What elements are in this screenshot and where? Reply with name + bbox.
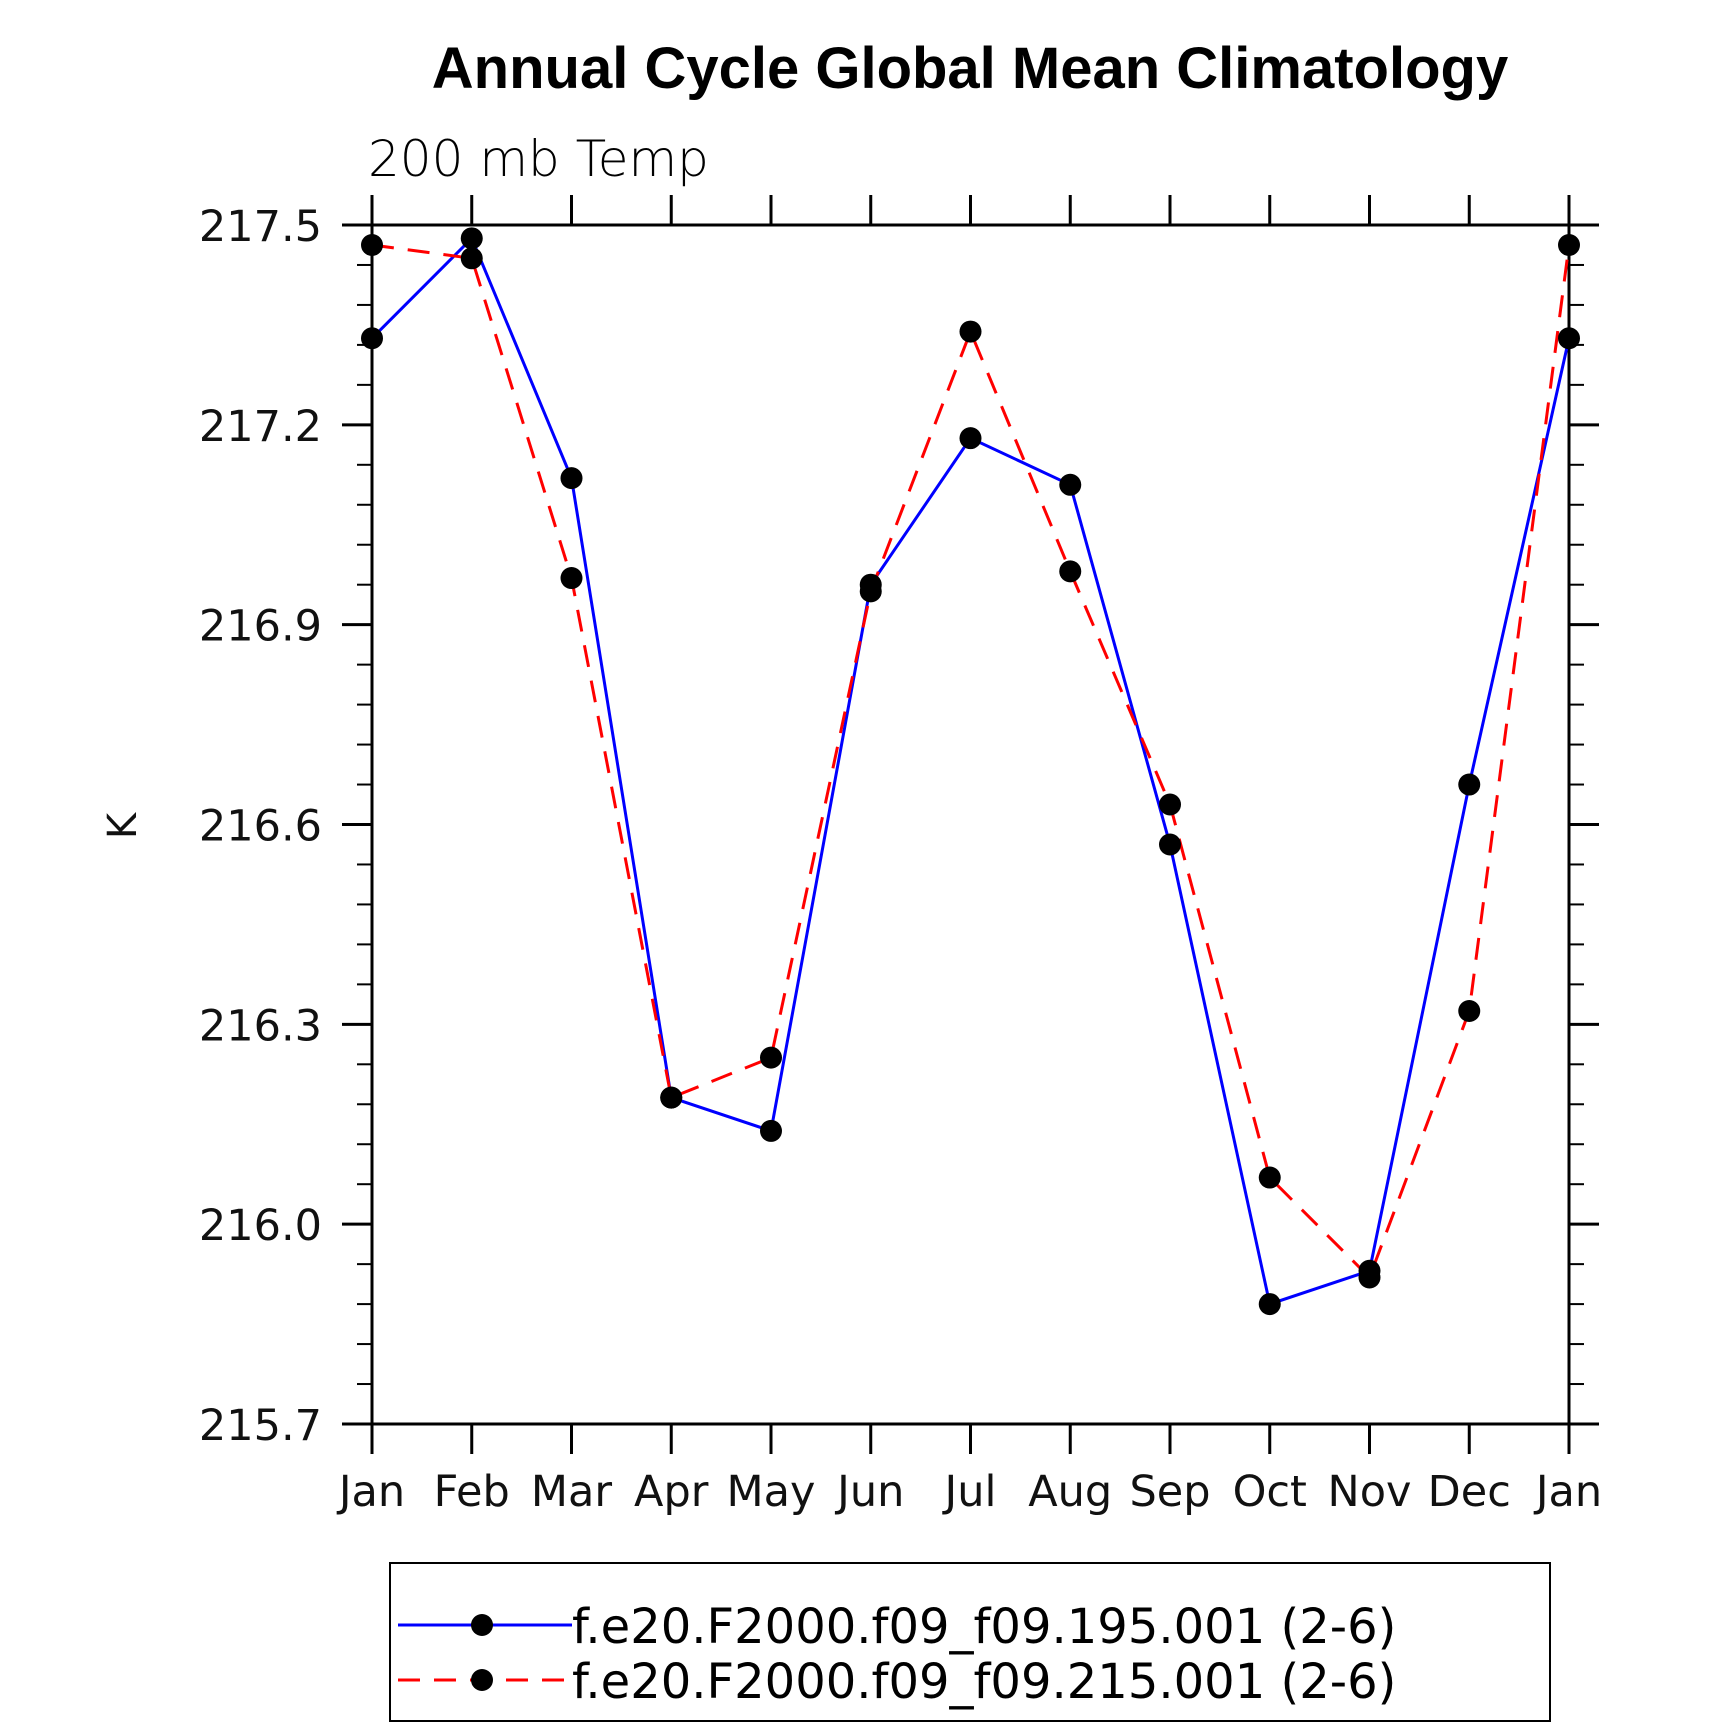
series-2-point: [959, 320, 982, 343]
x-tick-label: Feb: [434, 1467, 510, 1517]
y-tick-label: 217.2: [199, 402, 322, 452]
legend-marker-1: [471, 1614, 493, 1636]
y-tick-label: 217.5: [199, 202, 322, 252]
y-tick-label: 216.6: [199, 802, 322, 852]
legend-label-1: f.e20.F2000.f09_f09.195.001 (2-6): [572, 1599, 1396, 1655]
series-1-point: [1258, 1293, 1281, 1316]
plot-frame: [370, 223, 1571, 1426]
axes: 215.7 216.0 216.3 216.6 216.9 217.2 217.5 Jan Fe…: [199, 195, 1602, 1517]
chart-subtitle: 200 mb Temp: [368, 130, 709, 188]
series-line-2: [371, 243, 1571, 1281]
series-1-point: [1458, 773, 1481, 796]
x-tick-label: Jun: [834, 1467, 904, 1517]
series-group: [361, 227, 1580, 1316]
y-tick-label: 216.0: [199, 1201, 322, 1251]
x-tick-label: Nov: [1328, 1467, 1412, 1517]
y-tick-label: 216.3: [199, 1001, 322, 1051]
series-1-point: [760, 1119, 782, 1142]
series-2-point: [460, 247, 483, 270]
series-1-point: [959, 427, 982, 450]
x-tick-label: Sep: [1129, 1467, 1210, 1517]
x-tick-label: Aug: [1028, 1467, 1112, 1517]
x-tick-label: Oct: [1233, 1467, 1307, 1517]
series-1-point: [560, 467, 583, 490]
series-line-1: [370, 235, 1571, 1307]
series-1-point: [460, 227, 483, 250]
series-1-point: [361, 327, 383, 350]
y-tick-label: 216.9: [199, 602, 322, 652]
legend-label-2: f.e20.F2000.f09_f09.215.001 (2-6): [572, 1654, 1396, 1710]
legend-box: [389, 1562, 1551, 1722]
series-2-point: [1159, 793, 1181, 816]
series-2-point: [1358, 1266, 1381, 1289]
legend-marker-2: [471, 1669, 493, 1691]
y-axis-label: K: [100, 811, 146, 839]
x-tick-label: Apr: [634, 1467, 709, 1517]
series-1-point: [1558, 327, 1580, 350]
series-2-point: [660, 1086, 683, 1109]
series-2-point: [1558, 233, 1580, 256]
legend: f.e20.F2000.f09_f09.195.001 (2-6)f.e20.F…: [398, 1599, 1396, 1710]
chart-title: Annual Cycle Global Mean Climatology: [432, 36, 1508, 101]
x-tick-label: Dec: [1428, 1467, 1511, 1517]
series-2-point: [361, 233, 383, 256]
series-2-point: [560, 567, 583, 590]
x-tick-label: Mar: [531, 1467, 612, 1517]
series-2-point: [859, 580, 882, 603]
series-2-point: [1258, 1166, 1281, 1189]
x-tick-label: Jul: [942, 1467, 997, 1517]
x-tick-label: Jan: [1533, 1467, 1602, 1517]
series-1-point: [1059, 473, 1082, 496]
plot-area: [370, 223, 1571, 1426]
series-2-point: [760, 1046, 782, 1069]
series-1-point: [1159, 833, 1181, 856]
series-2-point: [1059, 560, 1082, 583]
x-tick-label: May: [727, 1467, 816, 1517]
x-tick-label: Jan: [336, 1467, 405, 1517]
series-2-point: [1458, 1000, 1481, 1023]
y-tick-label: 215.7: [199, 1401, 322, 1451]
